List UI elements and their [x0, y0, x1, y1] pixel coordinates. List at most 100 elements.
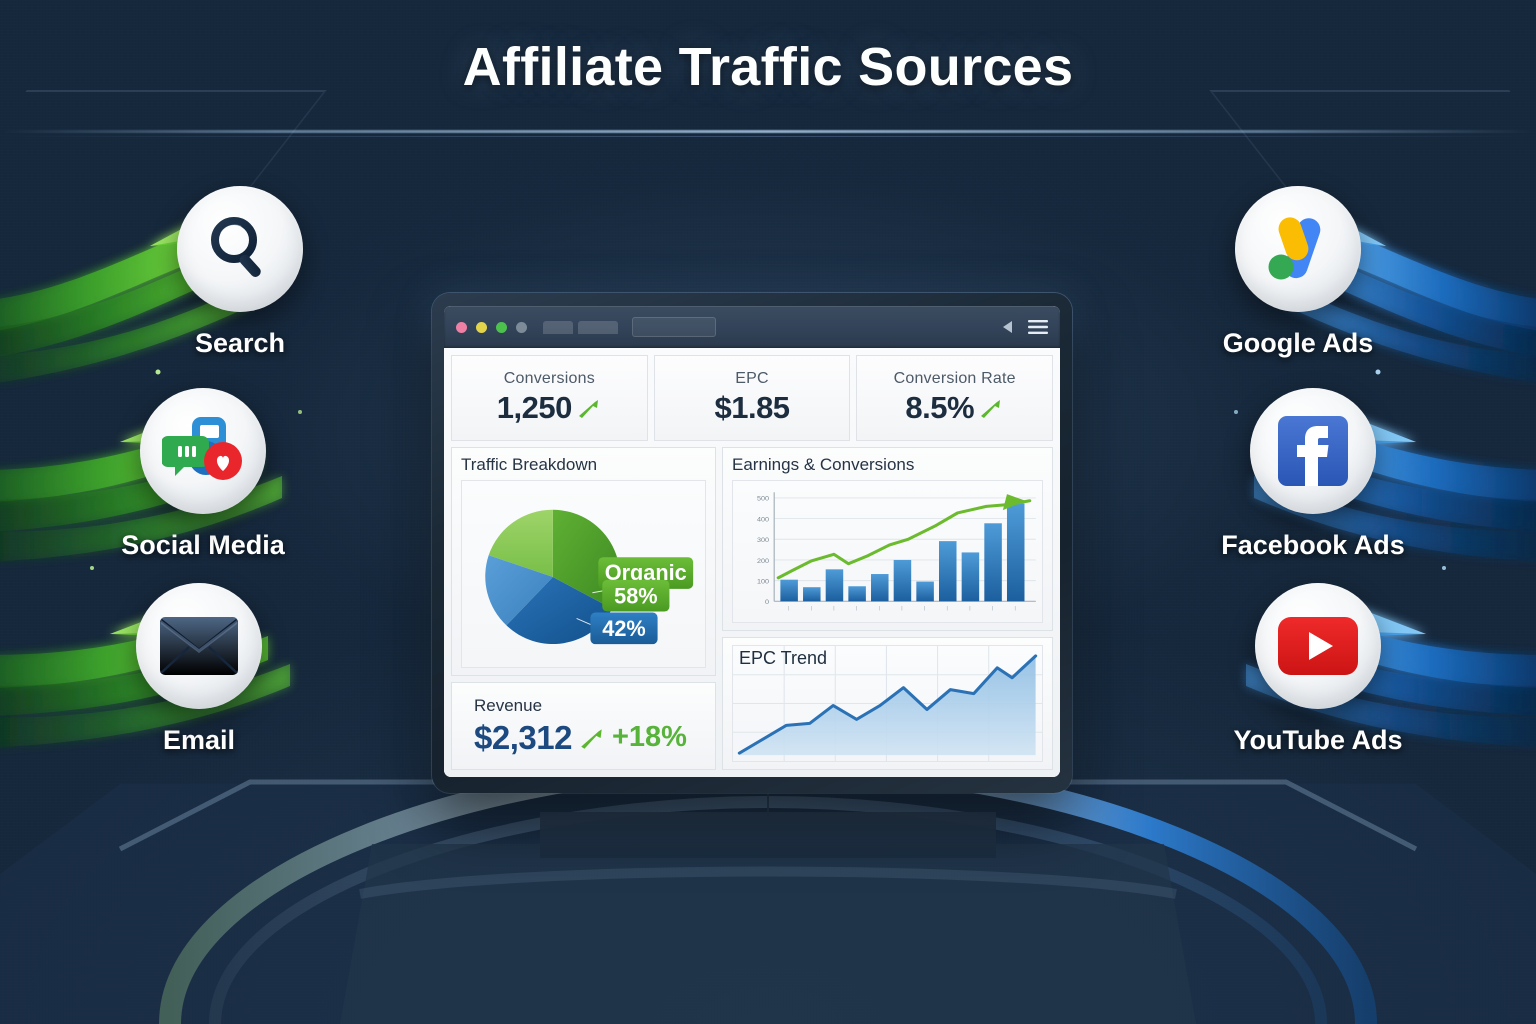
svg-text:|: |: [788, 606, 789, 612]
y-tick-0: 0: [765, 599, 769, 606]
svg-text:|: |: [901, 606, 902, 612]
kpi-row: Conversions 1,250 EPC $1.85 Convers: [451, 355, 1054, 441]
panel-epc-trend: EPC Trend: [722, 636, 1053, 770]
tablet-device: Conversions 1,250 EPC $1.85 Convers: [432, 293, 1072, 793]
browser-chrome: [444, 306, 1060, 348]
pie-callout-organic-pct: 58%: [614, 584, 657, 609]
bar-chart-plot[interactable]: 0 100 200 300 400 500: [732, 480, 1043, 623]
source-node-search[interactable]: Search: [125, 186, 355, 359]
bar-series-earnings: [780, 503, 1025, 602]
pie-chart-plot[interactable]: Organic 58% 42%: [461, 480, 706, 668]
social-media-badge: [140, 388, 266, 514]
panel-traffic-breakdown: Traffic Breakdown: [451, 447, 716, 676]
minimize-dot[interactable]: [476, 321, 487, 333]
kpi-value-epc: $1.85: [714, 390, 790, 425]
source-label-google-ads: Google Ads: [1222, 328, 1374, 358]
browser-tabs[interactable]: [543, 320, 618, 334]
dashboard-body: Traffic Breakdown: [451, 447, 1053, 770]
source-node-facebook-ads[interactable]: Facebook Ads: [1198, 388, 1428, 561]
kpi-value-conversions: 1,250: [496, 390, 573, 425]
header-divider-secondary: [0, 136, 1536, 137]
header-divider: [0, 130, 1536, 133]
svg-text:|: |: [833, 606, 834, 612]
panel-title-traffic-breakdown: Traffic Breakdown: [461, 455, 598, 474]
panel-earnings-conversions: Earnings & Conversions: [722, 447, 1053, 631]
address-bar[interactable]: [632, 317, 716, 337]
revenue-row: $2,312 +18%: [474, 719, 706, 757]
email-badge: [136, 583, 262, 709]
envelope-icon: [160, 617, 238, 675]
svg-text:|: |: [811, 606, 812, 612]
area-chart: [733, 645, 1042, 761]
y-tick-2: 200: [757, 558, 769, 565]
revenue-value: $2,312: [474, 718, 572, 756]
close-dot[interactable]: [456, 321, 467, 333]
youtube-icon: [1278, 617, 1358, 675]
tab-placeholder-1[interactable]: [543, 320, 573, 334]
source-label-social-media: Social Media: [121, 530, 285, 560]
svg-text:|: |: [879, 606, 880, 612]
epc-area-fill: [739, 655, 1036, 756]
trend-line-conversions: [776, 502, 1011, 580]
svg-text:|: |: [924, 606, 925, 612]
svg-text:|: |: [992, 606, 993, 612]
kpi-card-conversions[interactable]: Conversions 1,250: [451, 355, 648, 441]
back-triangle-icon[interactable]: [1000, 319, 1016, 335]
chrome-actions: [1000, 319, 1048, 335]
source-label-search: Search: [194, 328, 286, 358]
kpi-card-conversion-rate[interactable]: Conversion Rate 8.5%: [856, 355, 1054, 441]
svg-text:|: |: [969, 606, 970, 612]
source-label-email: Email: [162, 725, 236, 755]
kpi-value-wrap-epc: $1.85: [714, 390, 790, 426]
hamburger-menu-icon[interactable]: [1028, 319, 1048, 335]
kpi-value-wrap-conversions: 1,250: [497, 390, 602, 426]
magnifier-icon: [211, 217, 261, 277]
svg-text:|: |: [947, 606, 948, 612]
source-node-youtube-ads[interactable]: YouTube Ads: [1203, 583, 1433, 756]
y-tick-5: 500: [757, 496, 769, 503]
kpi-card-epc[interactable]: EPC $1.85: [653, 355, 851, 441]
pie-chart: Organic 58% 42%: [485, 509, 694, 645]
search-badge: [177, 186, 303, 312]
epc-line: [737, 654, 1038, 755]
facebook-ads-badge: [1250, 388, 1376, 514]
tab-placeholder-2[interactable]: [578, 320, 618, 334]
pie-callout-paid-pct: 42%: [602, 616, 645, 641]
bar-chart: 0 100 200 300 400 500: [757, 492, 1036, 612]
kpi-label-epc: EPC: [735, 370, 769, 387]
kpi-label-conversions: Conversions: [503, 370, 595, 387]
up-arrow-icon: [581, 728, 602, 749]
page-title: Affiliate Traffic Sources: [462, 37, 1074, 97]
revenue-label: Revenue: [474, 695, 543, 715]
google-ads-icon: [1268, 217, 1321, 280]
window-controls[interactable]: [456, 321, 527, 333]
svg-text:|: |: [1015, 606, 1016, 612]
maximize-dot[interactable]: [496, 321, 507, 333]
source-node-social-media[interactable]: Social Media: [88, 388, 318, 561]
dashboard-right-column: Earnings & Conversions: [722, 447, 1053, 770]
dashboard: Conversions 1,250 EPC $1.85 Convers: [444, 348, 1060, 777]
y-tick-3: 300: [757, 537, 769, 544]
revenue-delta: +18%: [611, 721, 687, 753]
panel-title-epc-trend: EPC Trend: [739, 647, 828, 668]
source-node-google-ads[interactable]: Google Ads: [1183, 186, 1413, 359]
source-node-email[interactable]: Email: [84, 583, 314, 756]
social-bubbles-icon: [162, 417, 242, 480]
dashboard-left-column: Traffic Breakdown: [451, 447, 716, 770]
x-tick-labels: | | | | | | | | | | |: [788, 606, 1016, 612]
y-tick-1: 100: [757, 579, 769, 586]
up-arrow-icon: [981, 400, 1001, 418]
panel-revenue[interactable]: Revenue $2,312 +18%: [451, 682, 716, 770]
extra-dot[interactable]: [516, 321, 527, 333]
kpi-value-conversion-rate: 8.5%: [905, 390, 975, 425]
tablet-screen: Conversions 1,250 EPC $1.85 Convers: [444, 306, 1060, 777]
google-ads-badge: [1235, 186, 1361, 312]
kpi-label-conversion-rate: Conversion Rate: [893, 370, 1016, 387]
up-arrow-icon: [578, 400, 598, 418]
y-tick-4: 400: [757, 517, 769, 524]
svg-text:|: |: [856, 606, 857, 612]
kpi-value-wrap-conversion-rate: 8.5%: [905, 390, 1004, 426]
youtube-ads-badge: [1255, 583, 1381, 709]
epc-chart-plot[interactable]: [732, 644, 1043, 762]
panel-title-earnings-conversions: Earnings & Conversions: [732, 455, 915, 474]
